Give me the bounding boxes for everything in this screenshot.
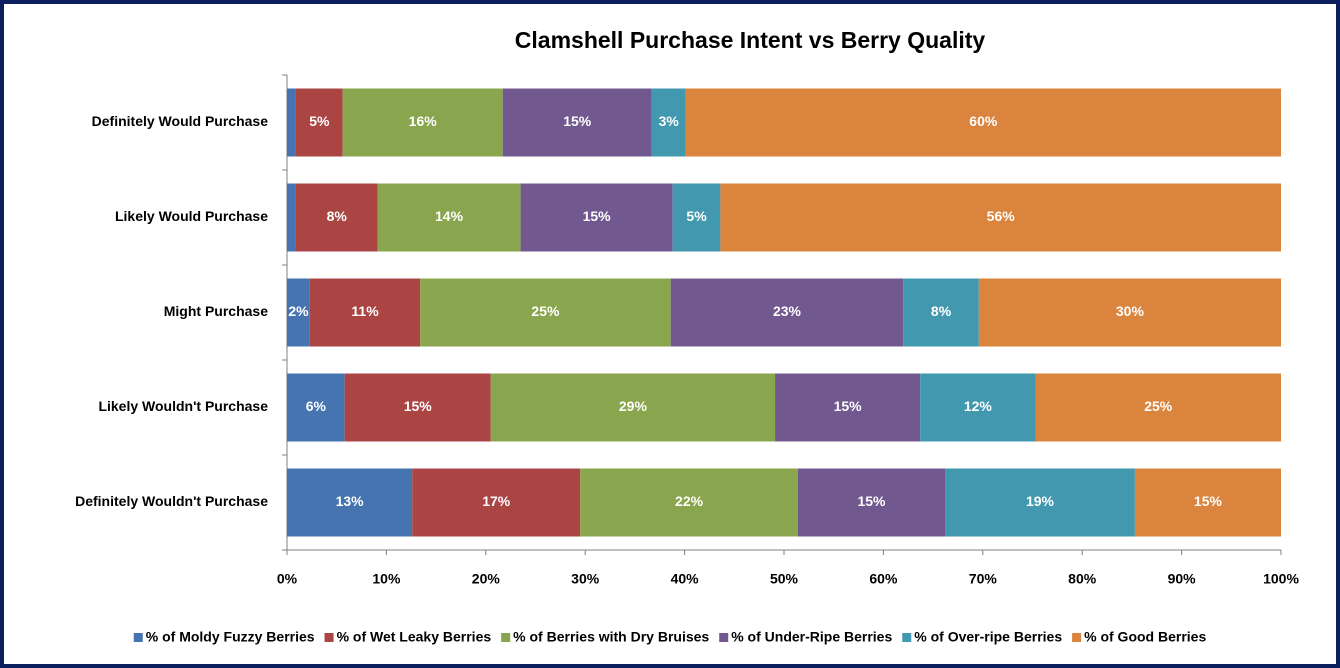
data-label: 14% xyxy=(435,208,464,224)
x-tick-label: 30% xyxy=(571,571,600,587)
legend-label: % of Berries with Dry Bruises xyxy=(513,629,709,645)
bar-segment xyxy=(490,373,776,442)
legend-swatch xyxy=(902,633,912,642)
legend-swatch xyxy=(501,633,511,642)
bar-segment xyxy=(412,468,581,537)
x-tick-label: 100% xyxy=(1263,571,1299,587)
data-label: 22% xyxy=(675,493,704,509)
x-tick-label: 80% xyxy=(1068,571,1097,587)
data-label: 19% xyxy=(1026,493,1055,509)
legend-swatch xyxy=(719,633,729,642)
bar-segment xyxy=(1035,373,1281,442)
bar-segment xyxy=(342,88,503,157)
category-label: Likely Would Purchase xyxy=(115,208,268,224)
x-tick-label: 40% xyxy=(671,571,700,587)
data-label: 30% xyxy=(1116,303,1145,319)
data-label: 13% xyxy=(336,493,365,509)
bar-segment xyxy=(287,468,413,537)
data-label: 15% xyxy=(404,398,433,414)
data-label: 25% xyxy=(531,303,560,319)
bar-segment xyxy=(945,468,1135,537)
bar-segment xyxy=(502,88,652,157)
data-label: 16% xyxy=(409,113,438,129)
legend-swatch xyxy=(1072,633,1082,642)
data-label: 8% xyxy=(327,208,348,224)
bar-segment xyxy=(287,278,310,347)
bar-segment xyxy=(685,88,1281,157)
category-label: Might Purchase xyxy=(164,303,268,319)
data-label: 15% xyxy=(563,113,592,129)
data-label: 3% xyxy=(659,113,680,129)
data-label: 17% xyxy=(482,493,511,509)
legend-label: % of Over-ripe Berries xyxy=(914,629,1062,645)
data-label: 5% xyxy=(686,208,707,224)
x-tick-label: 20% xyxy=(472,571,501,587)
bar-segment xyxy=(580,468,798,537)
bar-segment xyxy=(287,88,296,157)
legend-label: % of Wet Leaky Berries xyxy=(337,629,492,645)
bar-segment xyxy=(920,373,1036,442)
legend-label: % of Moldy Fuzzy Berries xyxy=(146,629,315,645)
bar-segment xyxy=(670,278,904,347)
bar-segment xyxy=(344,373,491,442)
data-label: 15% xyxy=(583,208,612,224)
x-tick-label: 0% xyxy=(277,571,298,587)
data-label: 56% xyxy=(987,208,1016,224)
category-label: Likely Wouldn't Purchase xyxy=(98,398,268,414)
bar-segment xyxy=(295,88,343,157)
x-tick-label: 60% xyxy=(869,571,898,587)
bar-segment xyxy=(520,183,673,252)
bar-segment xyxy=(775,373,921,442)
bar-segment xyxy=(720,183,1281,252)
data-label: 60% xyxy=(969,113,998,129)
x-tick-label: 90% xyxy=(1168,571,1197,587)
data-label: 8% xyxy=(931,303,952,319)
bar-segment xyxy=(797,468,946,537)
data-label: 25% xyxy=(1144,398,1173,414)
bar-segment xyxy=(903,278,979,347)
category-label: Definitely Would Purchase xyxy=(92,113,269,129)
data-label: 23% xyxy=(773,303,802,319)
x-tick-label: 10% xyxy=(372,571,401,587)
data-label: 6% xyxy=(306,398,327,414)
category-label: Definitely Wouldn't Purchase xyxy=(75,493,268,509)
bar-segment xyxy=(420,278,671,347)
x-tick-label: 50% xyxy=(770,571,799,587)
bar-segment xyxy=(1134,468,1281,537)
bar-segment xyxy=(672,183,721,252)
data-label: 2% xyxy=(288,303,309,319)
data-label: 5% xyxy=(309,113,330,129)
data-label: 15% xyxy=(857,493,886,509)
bar-segment xyxy=(377,183,521,252)
legend-label: % of Good Berries xyxy=(1084,629,1206,645)
data-label: 11% xyxy=(351,303,379,319)
data-label: 12% xyxy=(964,398,993,414)
data-label: 15% xyxy=(834,398,863,414)
bar-segment xyxy=(309,278,421,347)
data-label: 15% xyxy=(1194,493,1223,509)
bar-segment xyxy=(287,183,296,252)
bar-segment xyxy=(295,183,378,252)
data-label: 29% xyxy=(619,398,648,414)
chart-title: Clamshell Purchase Intent vs Berry Quali… xyxy=(515,27,986,53)
x-tick-label: 70% xyxy=(969,571,998,587)
legend-label: % of Under-Ripe Berries xyxy=(731,629,892,645)
bar-segment xyxy=(651,88,686,157)
bar-segment xyxy=(287,373,345,442)
bar-segment xyxy=(978,278,1281,347)
legend-swatch xyxy=(133,633,143,642)
legend-swatch xyxy=(324,633,334,642)
